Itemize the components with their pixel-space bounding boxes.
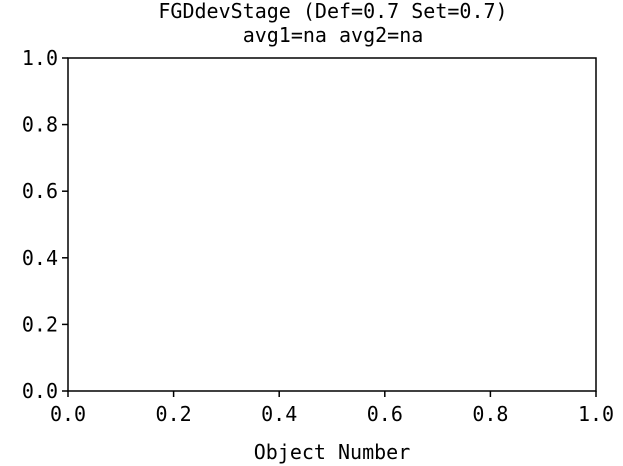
y-tick-label: 0.8 [22, 113, 58, 137]
x-axis: 0.0 0.2 0.4 0.6 0.8 1.0 [50, 391, 614, 426]
x-tick-label: 0.2 [156, 402, 192, 426]
y-tick-label: 1.0 [22, 46, 58, 70]
x-axis-label: Object Number [254, 440, 411, 464]
x-tick-label: 0.4 [261, 402, 297, 426]
chart-title: FGDdevStage (Def=0.7 Set=0.7) [158, 0, 507, 23]
chart-subtitle: avg1=na avg2=na [243, 23, 424, 47]
x-tick-label: 0.8 [472, 402, 508, 426]
y-tick-label: 0.0 [22, 379, 58, 403]
y-tick-label: 0.2 [22, 312, 58, 336]
x-tick-label: 0.0 [50, 402, 86, 426]
x-tick-label: 0.6 [367, 402, 403, 426]
y-tick-label: 0.4 [22, 246, 58, 270]
x-tick-label: 1.0 [578, 402, 614, 426]
plot-area-frame [67, 57, 597, 392]
y-axis: 0.0 0.2 0.4 0.6 0.8 1.0 [22, 46, 68, 403]
y-tick-label: 0.6 [22, 179, 58, 203]
